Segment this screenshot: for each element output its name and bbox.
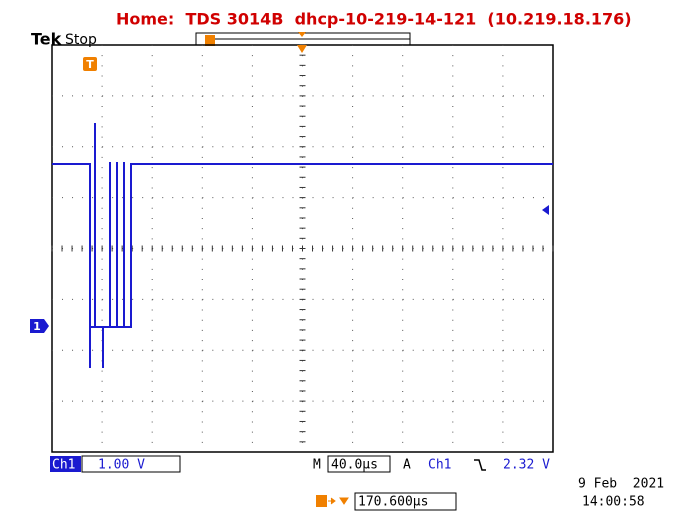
time-label: M (313, 458, 321, 473)
trigger-level: 2.32 V (503, 458, 550, 473)
waveform (52, 123, 553, 368)
time: 14:00:58 (582, 495, 645, 510)
record-pos-icon (298, 32, 306, 37)
date: 9 Feb 2021 (578, 477, 664, 492)
trigger-marker-box (83, 57, 97, 71)
trigger-arrow-icon (328, 497, 349, 505)
channel-marker-box (30, 319, 49, 333)
trigger-label: A (403, 458, 411, 473)
time-scale: 40.0µs (331, 458, 378, 473)
trigger-pos-icon (316, 495, 327, 507)
channel-marker: 1 (33, 320, 41, 333)
record-trigger-icon (205, 35, 215, 46)
scale-box (81, 455, 181, 473)
trigger-position: 170.600µs (358, 495, 428, 510)
channel-badge (50, 456, 81, 472)
trigger-source: Ch1 (428, 458, 451, 473)
brand: Tek (31, 30, 62, 49)
time-box (327, 455, 391, 473)
page-title: Home: TDS 3014B dhcp-10-219-14-121 (10.2… (116, 10, 632, 29)
trigger-pos-box (354, 492, 457, 511)
trigger-pos-marker (297, 45, 307, 53)
falling-edge-icon (474, 459, 486, 471)
vertical-scale: 1.00 V (98, 458, 145, 473)
run-state: Stop (65, 32, 97, 48)
trigger-level-marker (542, 205, 549, 215)
trigger-marker: T (86, 58, 94, 71)
channel-label: Ch1 (52, 458, 75, 473)
